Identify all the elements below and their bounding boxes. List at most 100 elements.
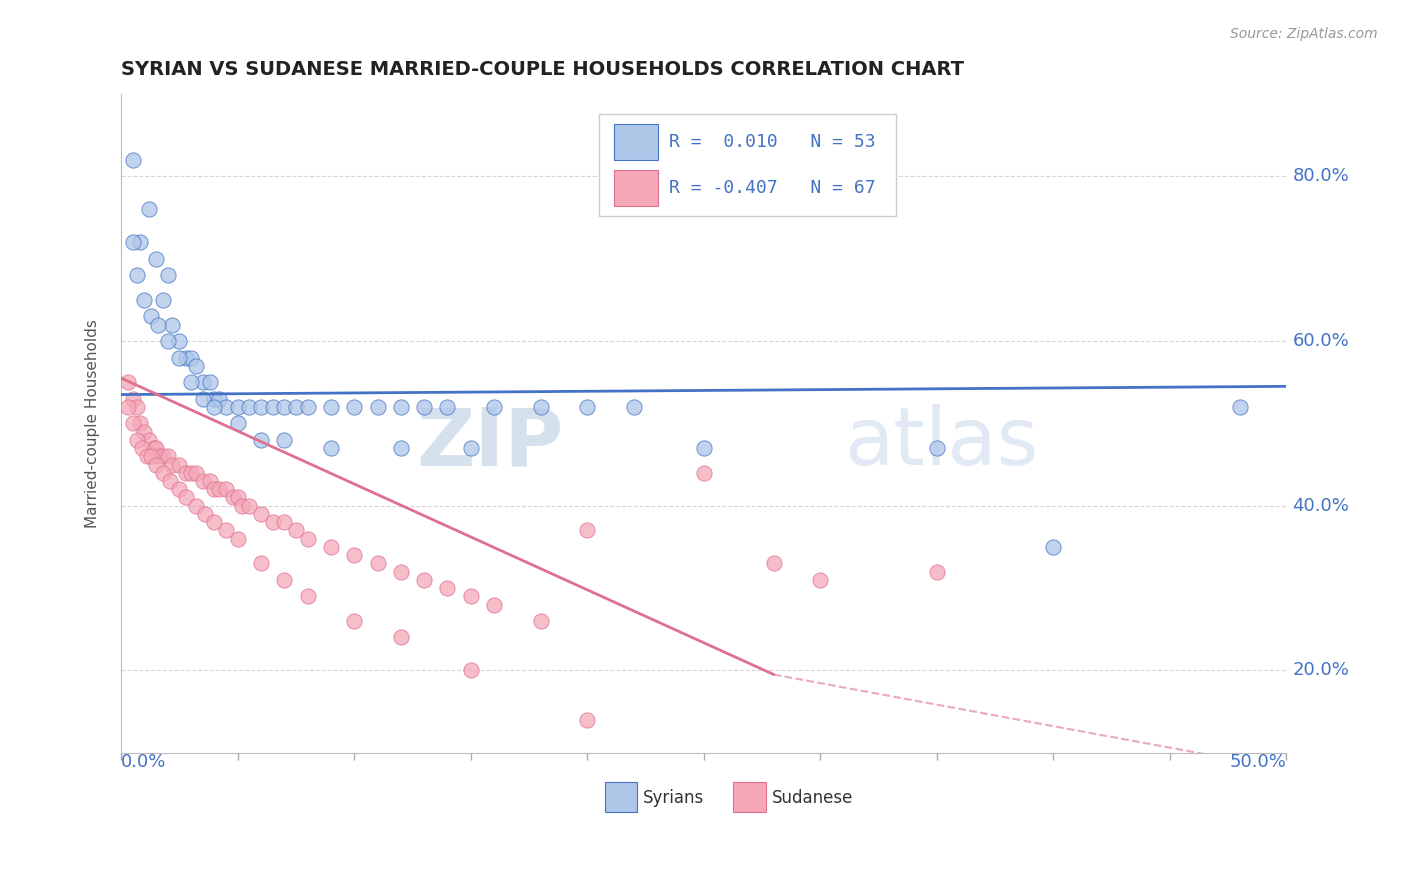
Point xyxy=(180,466,202,480)
Point xyxy=(191,392,214,406)
Text: ZIP: ZIP xyxy=(416,404,564,483)
Point xyxy=(127,433,149,447)
Point xyxy=(250,557,273,571)
Point xyxy=(436,400,458,414)
Point xyxy=(530,614,553,628)
Point xyxy=(138,202,160,217)
Bar xyxy=(614,169,658,206)
Point xyxy=(389,400,412,414)
Point xyxy=(191,474,214,488)
Point xyxy=(117,376,139,390)
Point xyxy=(319,441,342,455)
Point xyxy=(231,499,253,513)
Point xyxy=(127,400,149,414)
Text: 80.0%: 80.0% xyxy=(1292,168,1350,186)
Point xyxy=(1229,400,1251,414)
Point xyxy=(530,400,553,414)
Point xyxy=(222,491,245,505)
Point xyxy=(482,598,505,612)
Text: Sudanese: Sudanese xyxy=(772,789,853,806)
Point xyxy=(693,441,716,455)
Point xyxy=(180,376,202,390)
Point xyxy=(134,425,156,439)
Point xyxy=(319,400,342,414)
Text: 50.0%: 50.0% xyxy=(1230,753,1286,771)
Point xyxy=(343,400,366,414)
Point xyxy=(389,441,412,455)
Point xyxy=(226,532,249,546)
Point xyxy=(273,400,295,414)
Point xyxy=(134,293,156,307)
Point xyxy=(262,515,284,529)
Point xyxy=(169,351,191,365)
Point xyxy=(121,153,143,167)
Text: R = -0.407   N = 67: R = -0.407 N = 67 xyxy=(669,179,876,197)
Point xyxy=(250,400,273,414)
Point xyxy=(148,318,170,332)
Point xyxy=(436,581,458,595)
Point xyxy=(152,450,174,464)
Point xyxy=(284,400,307,414)
Point xyxy=(127,268,149,283)
Bar xyxy=(733,782,766,812)
Text: 20.0%: 20.0% xyxy=(1292,661,1350,680)
Point xyxy=(284,524,307,538)
Point xyxy=(169,483,191,497)
Text: atlas: atlas xyxy=(844,404,1038,483)
Point xyxy=(367,400,389,414)
Point xyxy=(413,573,436,587)
Point xyxy=(226,417,249,431)
Point xyxy=(152,466,174,480)
Point xyxy=(460,590,482,604)
Point xyxy=(198,474,221,488)
Point xyxy=(238,499,260,513)
Point xyxy=(215,400,238,414)
Point xyxy=(389,631,412,645)
Point xyxy=(202,392,225,406)
Text: 0.0%: 0.0% xyxy=(121,753,166,771)
Point xyxy=(925,565,948,579)
Point xyxy=(273,433,295,447)
Point xyxy=(148,450,170,464)
Point xyxy=(367,557,389,571)
Point xyxy=(121,392,143,406)
Point xyxy=(319,540,342,554)
Point xyxy=(121,417,143,431)
Point xyxy=(131,441,153,455)
Point xyxy=(145,441,167,455)
Point xyxy=(156,268,179,283)
Point xyxy=(152,293,174,307)
Point xyxy=(297,590,319,604)
Bar xyxy=(605,782,637,812)
Point xyxy=(482,400,505,414)
Point xyxy=(191,376,214,390)
Point xyxy=(297,400,319,414)
Point xyxy=(238,400,260,414)
Point xyxy=(202,400,225,414)
Point xyxy=(208,483,231,497)
Point xyxy=(576,524,599,538)
Text: 60.0%: 60.0% xyxy=(1292,332,1350,350)
Point xyxy=(159,474,181,488)
Point xyxy=(250,433,273,447)
Y-axis label: Married-couple Households: Married-couple Households xyxy=(86,319,100,528)
Point xyxy=(169,334,191,348)
Point xyxy=(693,466,716,480)
Point xyxy=(273,573,295,587)
FancyBboxPatch shape xyxy=(599,114,896,216)
Point xyxy=(176,351,198,365)
Point xyxy=(576,713,599,727)
Point xyxy=(142,441,165,455)
Text: Source: ZipAtlas.com: Source: ZipAtlas.com xyxy=(1230,27,1378,41)
Point xyxy=(389,565,412,579)
Point xyxy=(162,318,184,332)
Point xyxy=(202,483,225,497)
Point xyxy=(145,458,167,472)
Point xyxy=(808,573,831,587)
Point xyxy=(460,664,482,678)
Point xyxy=(215,483,238,497)
Point xyxy=(156,334,179,348)
Point xyxy=(623,400,645,414)
Point xyxy=(215,524,238,538)
Point xyxy=(128,417,150,431)
